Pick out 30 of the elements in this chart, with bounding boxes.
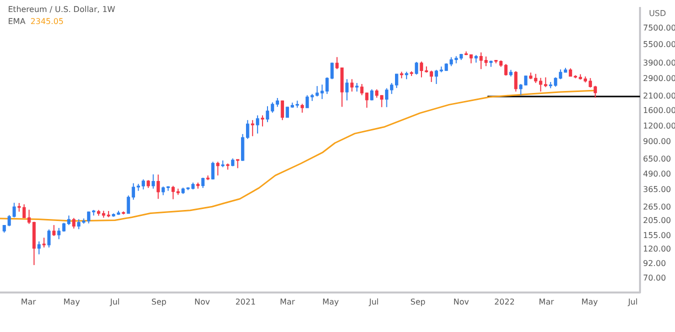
x-tick-label: Sep <box>151 297 166 306</box>
x-tick-label: Jul <box>627 297 638 306</box>
x-tick-label: Mar <box>20 297 37 306</box>
x-tick-label: Sep <box>410 297 426 306</box>
x-tick-label: Jul <box>109 297 120 306</box>
annotation: 2345.05 <box>30 17 64 26</box>
y-tick-label: 650.00 <box>643 154 671 164</box>
x-tick-label: Mar <box>538 297 555 306</box>
x-tick-label: Nov <box>194 297 210 306</box>
x-tick-label: May <box>63 297 80 306</box>
y-tick-label: 205.00 <box>643 216 671 226</box>
x-tick-label: Mar <box>280 297 296 306</box>
candlestick <box>236 159 240 169</box>
y-tick-label: 900.00 <box>643 136 671 146</box>
chart-title: Ethereum / U.S. Dollar, 1W <box>8 5 116 14</box>
x-tick-label: 2022 <box>494 297 515 306</box>
y-tick-label: 265.00 <box>643 202 671 212</box>
y-tick-label: 120.00 <box>643 244 671 254</box>
x-tick-label: 2021 <box>235 297 256 306</box>
text: EMA <box>8 17 26 26</box>
x-tick-label: Jul <box>368 297 379 306</box>
x-tick-label: May <box>322 297 340 306</box>
y-tick-label: 490.00 <box>643 169 671 178</box>
y-tick-label: 92.00 <box>643 258 666 268</box>
y-tick-label: 155.00 <box>643 231 671 240</box>
y-tick-label: 365.00 <box>643 185 671 194</box>
x-tick-label: Nov <box>453 297 470 306</box>
x-tick-label: May <box>581 297 598 306</box>
y-tick-label: 70.00 <box>643 274 666 283</box>
y-axis-title: USD <box>648 8 666 18</box>
